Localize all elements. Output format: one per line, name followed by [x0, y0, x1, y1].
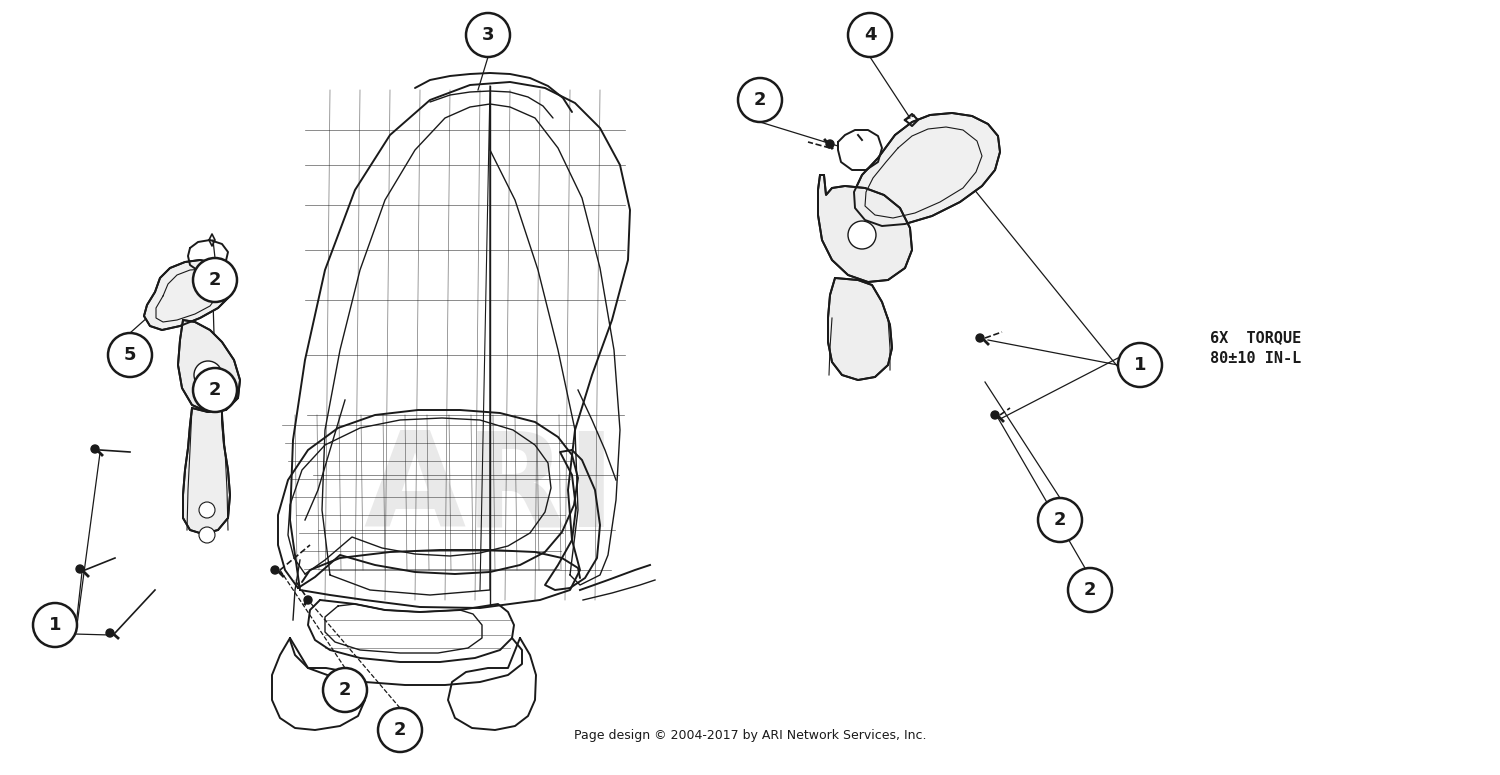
- Polygon shape: [818, 175, 912, 282]
- Circle shape: [194, 368, 237, 412]
- Polygon shape: [853, 113, 1000, 226]
- Circle shape: [200, 502, 214, 518]
- Circle shape: [992, 411, 999, 419]
- Text: 5: 5: [123, 346, 136, 364]
- Text: 2: 2: [753, 91, 766, 109]
- Circle shape: [92, 445, 99, 453]
- Polygon shape: [178, 320, 240, 412]
- Circle shape: [106, 629, 114, 637]
- Text: 1: 1: [1134, 356, 1146, 374]
- Circle shape: [827, 140, 834, 148]
- Circle shape: [272, 566, 279, 574]
- Polygon shape: [828, 278, 892, 380]
- Circle shape: [847, 221, 876, 249]
- Circle shape: [108, 333, 152, 377]
- Text: 2: 2: [209, 271, 222, 289]
- Text: 2: 2: [1083, 581, 1096, 599]
- Text: 2: 2: [393, 721, 406, 739]
- Text: 2: 2: [209, 381, 222, 399]
- Text: Page design © 2004-2017 by ARI Network Services, Inc.: Page design © 2004-2017 by ARI Network S…: [573, 728, 926, 742]
- Text: 2: 2: [339, 681, 351, 699]
- Circle shape: [1038, 498, 1082, 542]
- Text: 4: 4: [864, 26, 876, 44]
- Circle shape: [194, 258, 237, 302]
- Text: ARI: ARI: [363, 426, 616, 553]
- Circle shape: [194, 361, 222, 389]
- Circle shape: [378, 708, 422, 752]
- Text: 1: 1: [48, 616, 62, 634]
- Text: 2: 2: [1053, 511, 1066, 529]
- Circle shape: [33, 603, 76, 647]
- Circle shape: [847, 13, 892, 57]
- Circle shape: [466, 13, 510, 57]
- Circle shape: [322, 668, 368, 712]
- Text: 3: 3: [482, 26, 495, 44]
- Text: 6X  TORQUE
80±10 IN-L: 6X TORQUE 80±10 IN-L: [1210, 330, 1300, 366]
- Polygon shape: [183, 408, 230, 534]
- Circle shape: [1118, 343, 1162, 387]
- Circle shape: [200, 527, 214, 543]
- Circle shape: [976, 334, 984, 342]
- Circle shape: [304, 596, 312, 604]
- Polygon shape: [144, 260, 232, 330]
- Circle shape: [1068, 568, 1112, 612]
- Circle shape: [76, 565, 84, 573]
- Circle shape: [738, 78, 782, 122]
